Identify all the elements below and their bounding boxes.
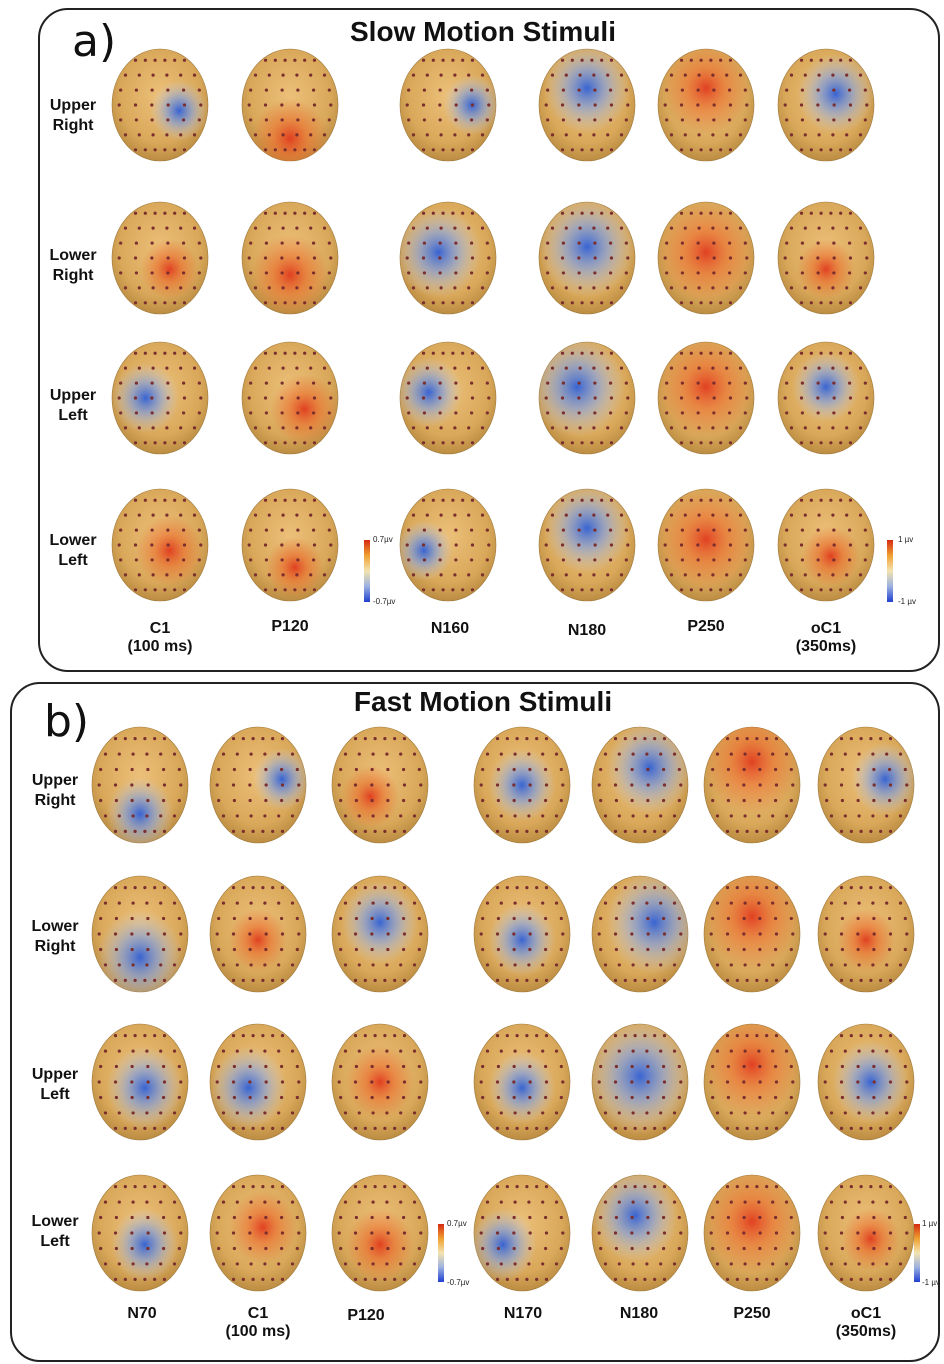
panel-a-row-lower-right: Lower Right — [49, 247, 97, 284]
scalp-map-b-r1-c4 — [591, 875, 689, 993]
scalp-map-b-r2-c0 — [91, 1023, 189, 1141]
panel-a-colorbar-1-min: -0.7µv — [373, 597, 396, 606]
panel-b-row-lower-left: Lower Left — [31, 1213, 79, 1250]
scalp-map-b-r2-c4 — [591, 1023, 689, 1141]
scalp-map-b-r1-c5 — [703, 875, 801, 993]
panel-a-colorbar-1-max: 0.7µv — [373, 535, 393, 544]
scalp-map-a-r1-c5 — [777, 201, 875, 315]
scalp-map-a-r0-c0 — [111, 48, 209, 162]
panel-b-col-oc1: oC1 (350ms) — [835, 1305, 897, 1340]
scalp-map-b-r2-c5 — [703, 1023, 801, 1141]
panel-a-col-p250: P250 — [687, 618, 725, 635]
scalp-map-a-r1-c4 — [657, 201, 755, 315]
scalp-map-b-r0-c0 — [91, 726, 189, 844]
scalp-map-a-r3-c2 — [399, 488, 497, 602]
scalp-map-b-r2-c2 — [331, 1023, 429, 1141]
panel-a-col-n160: N160 — [430, 620, 470, 637]
scalp-map-a-r2-c3 — [538, 341, 636, 455]
scalp-map-b-r3-c3 — [473, 1174, 571, 1292]
panel-a-row-upper-left: Upper Left — [49, 387, 97, 424]
scalp-map-a-r1-c3 — [538, 201, 636, 315]
scalp-map-b-r0-c4 — [591, 726, 689, 844]
scalp-map-b-r3-c5 — [703, 1174, 801, 1292]
scalp-map-a-r0-c2 — [399, 48, 497, 162]
scalp-map-a-r3-c5 — [777, 488, 875, 602]
panel-b-title: Fast Motion Stimuli — [353, 686, 613, 717]
scalp-map-b-r1-c3 — [473, 875, 571, 993]
panel-a-title: Slow Motion Stimuli — [350, 16, 616, 47]
scalp-map-b-r0-c6 — [817, 726, 915, 844]
panel-b-row-upper-left: Upper Left — [31, 1066, 79, 1103]
scalp-map-a-r3-c4 — [657, 488, 755, 602]
panel-a-colorbar-1 — [364, 540, 370, 602]
panel-b-row-lower-right: Lower Right — [31, 918, 79, 955]
panel-b-colorbar-2 — [914, 1224, 920, 1282]
scalp-map-b-r1-c0 — [91, 875, 189, 993]
panel-b-col-n70: N70 — [127, 1305, 157, 1322]
panel-a-colorbar-2 — [887, 540, 893, 602]
panel-b-col-c1: C1 (100 ms) — [225, 1305, 291, 1340]
panel-b-col-n170: N170 — [503, 1305, 543, 1322]
scalp-map-b-r1-c2 — [331, 875, 429, 993]
scalp-map-a-r0-c4 — [657, 48, 755, 162]
scalp-map-b-r2-c1 — [209, 1023, 307, 1141]
panel-b-col-p120: P120 — [347, 1307, 385, 1324]
scalp-map-a-r2-c1 — [241, 341, 339, 455]
panel-a-row-upper-right: Upper Right — [49, 97, 97, 134]
panel-a-letter: a) — [72, 16, 117, 67]
scalp-map-b-r0-c2 — [331, 726, 429, 844]
scalp-map-a-r2-c5 — [777, 341, 875, 455]
panel-b-colorbar-1 — [438, 1224, 444, 1282]
scalp-map-b-r2-c6 — [817, 1023, 915, 1141]
scalp-map-b-r0-c3 — [473, 726, 571, 844]
scalp-map-a-r0-c5 — [777, 48, 875, 162]
panel-b-colorbar-2-min: -1 µv — [922, 1278, 940, 1287]
scalp-map-b-r0-c1 — [209, 726, 307, 844]
scalp-map-a-r2-c2 — [399, 341, 497, 455]
scalp-map-b-r2-c3 — [473, 1023, 571, 1141]
scalp-map-b-r3-c6 — [817, 1174, 915, 1292]
scalp-map-b-r1-c1 — [209, 875, 307, 993]
panel-a-colorbar-2-max: 1 µv — [898, 535, 914, 544]
scalp-map-b-r3-c1 — [209, 1174, 307, 1292]
panel-b-row-upper-right: Upper Right — [31, 772, 79, 809]
scalp-map-b-r3-c0 — [91, 1174, 189, 1292]
scalp-map-a-r3-c0 — [111, 488, 209, 602]
panel-b-col-p250: P250 — [733, 1305, 771, 1322]
scalp-map-a-r2-c0 — [111, 341, 209, 455]
panel-a-col-p120: P120 — [271, 618, 309, 635]
scalp-map-a-r0-c3 — [538, 48, 636, 162]
scalp-map-a-r3-c3 — [538, 488, 636, 602]
panel-b-colorbar-1-min: -0.7µv — [447, 1278, 470, 1287]
panel-b-colorbar-1-max: 0.7µv — [447, 1219, 467, 1228]
panel-a-row-lower-left: Lower Left — [49, 532, 97, 569]
scalp-map-a-r3-c1 — [241, 488, 339, 602]
panel-b-letter: b) — [44, 696, 90, 747]
scalp-map-a-r1-c2 — [399, 201, 497, 315]
scalp-map-a-r0-c1 — [241, 48, 339, 162]
scalp-map-b-r1-c6 — [817, 875, 915, 993]
panel-a-col-c1: C1 (100 ms) — [127, 620, 193, 655]
scalp-map-b-r3-c4 — [591, 1174, 689, 1292]
panel-b-colorbar-2-max: 1 µv — [922, 1219, 938, 1228]
panel-a-col-oc1: oC1 (350ms) — [795, 620, 857, 655]
panel-a-colorbar-2-min: -1 µv — [898, 597, 916, 606]
scalp-map-a-r1-c0 — [111, 201, 209, 315]
panel-a-col-n180: N180 — [567, 622, 607, 639]
scalp-map-a-r2-c4 — [657, 341, 755, 455]
scalp-map-b-r3-c2 — [331, 1174, 429, 1292]
panel-b-col-n180: N180 — [619, 1305, 659, 1322]
scalp-map-a-r1-c1 — [241, 201, 339, 315]
scalp-map-b-r0-c5 — [703, 726, 801, 844]
